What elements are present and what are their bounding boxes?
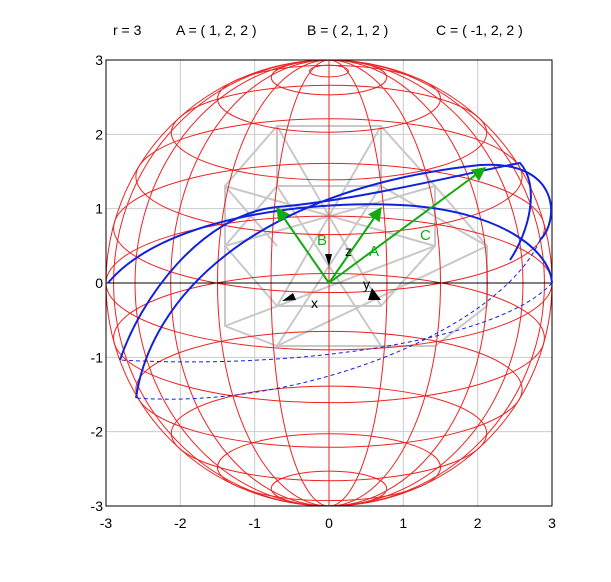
x-axis-label: x (311, 295, 318, 311)
x-tick-label: -1 (248, 515, 261, 531)
y-tick-label: -2 (91, 424, 104, 440)
x-tick-label: -2 (174, 515, 187, 531)
x-tick-label: 0 (325, 515, 333, 531)
radius-label: r = 3 (113, 22, 142, 38)
z-axis-label: z (345, 243, 352, 259)
z-axis-arrow (325, 254, 332, 266)
point-c-label: C = ( -1, 2, 2 ) (436, 22, 523, 38)
y-tick-label: 3 (95, 52, 103, 68)
vector-b-arrow (276, 206, 330, 284)
diagram-labels: B A C x y z (311, 227, 431, 311)
vector-a-label: A (369, 243, 379, 260)
great-circle-c-front (119, 161, 532, 361)
vector-a-arrow (328, 206, 382, 284)
y-tick-label: -3 (91, 498, 104, 514)
y-tick-label: 2 (95, 126, 103, 142)
x-tick-label: 1 (399, 515, 407, 531)
latitude-ring (309, 64, 349, 78)
great-circle-front (135, 163, 553, 399)
green-vectors (276, 167, 487, 284)
figure-header: r = 3 A = ( 1, 2, 2 ) B = ( 2, 1, 2 ) C … (0, 22, 611, 42)
great-circle-b-front (107, 203, 553, 284)
blue-great-circles (107, 161, 553, 400)
x-tick-label: 3 (548, 515, 556, 531)
y-tick-label: 0 (95, 275, 103, 291)
point-b-label: B = ( 2, 1, 2 ) (307, 22, 389, 38)
gray-cube-wireframe (224, 125, 488, 347)
y-tick-label: 1 (95, 201, 103, 217)
x-tick-label: -3 (100, 515, 113, 531)
latitude-ring (113, 272, 545, 404)
cube-inner-edges (224, 125, 488, 347)
y-axis-label: y (363, 276, 370, 292)
x-tick-label: 2 (474, 515, 482, 531)
vector-c-arrow (328, 167, 487, 284)
latitude-ring (113, 162, 545, 294)
x-axis-arrow (282, 293, 296, 301)
y-axis-arrow (368, 288, 381, 300)
y-tick-label: -1 (91, 349, 104, 365)
great-circle-back (135, 239, 541, 400)
latitude-ring (135, 330, 523, 448)
latitude-ring (135, 118, 523, 236)
vector-b-label: B (317, 232, 327, 249)
latitude-ring (170, 84, 488, 181)
point-a-label: A = ( 1, 2, 2 ) (176, 22, 257, 38)
vector-c-label: C (420, 227, 431, 244)
great-circle-b-back (119, 282, 553, 363)
latitude-ring (170, 385, 488, 482)
